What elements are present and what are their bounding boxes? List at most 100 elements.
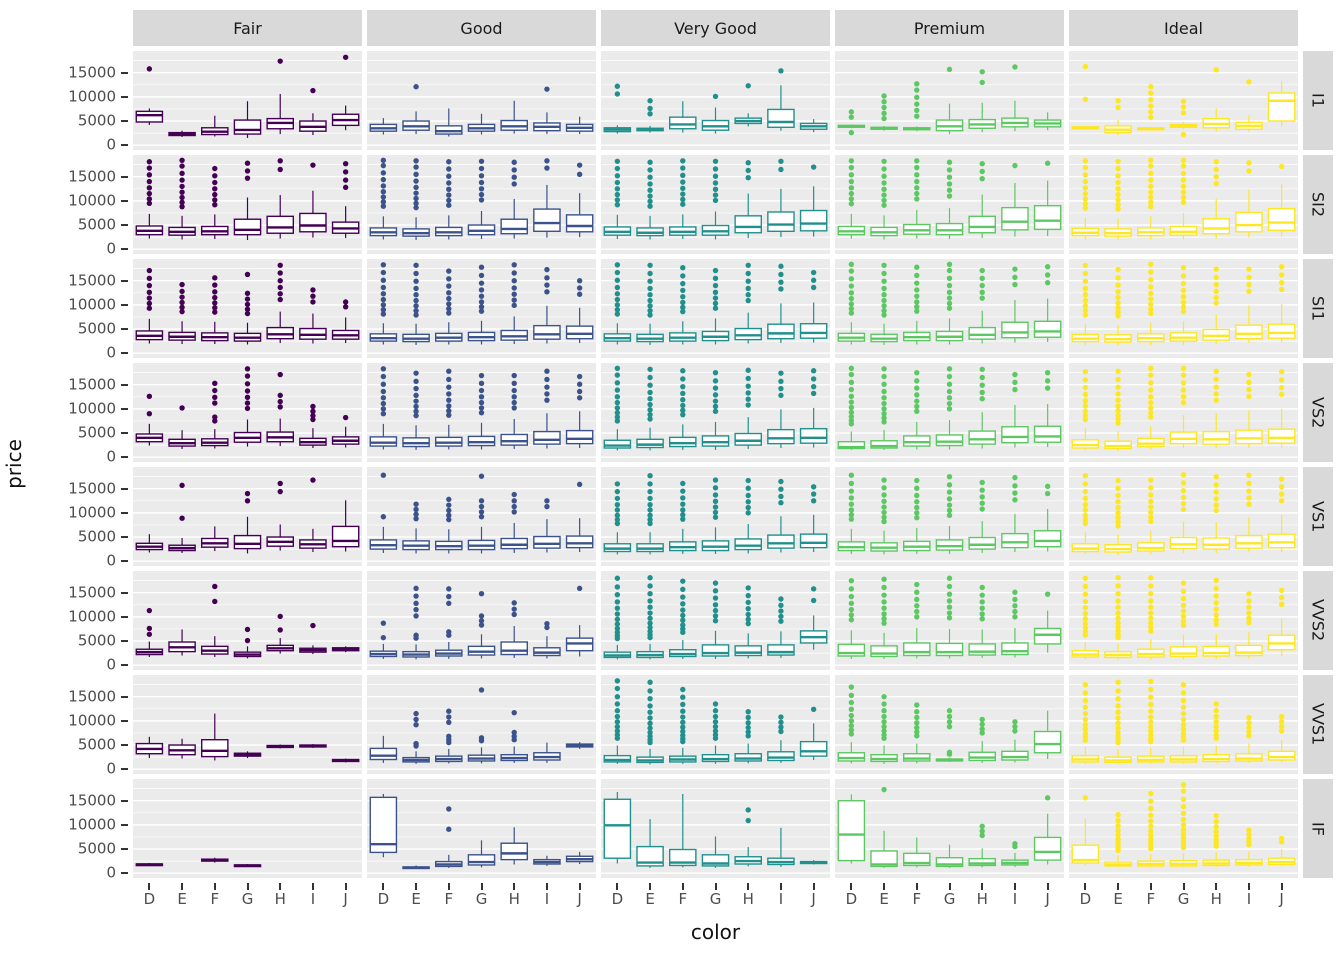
outlier-point (614, 202, 621, 208)
boxplot (799, 269, 828, 343)
boxplot (434, 268, 463, 345)
boxplot (636, 159, 664, 240)
y-tick-label: 15000 (68, 375, 116, 394)
outlier-point (946, 615, 953, 621)
outlier-point (1115, 812, 1121, 818)
outlier-point (712, 93, 719, 100)
y-tick-label: 15000 (68, 583, 116, 602)
boxplot-canvas (835, 259, 1064, 358)
outlier-point (914, 510, 920, 516)
boxplot-panel-VS2-very-good (601, 363, 830, 462)
outlier-point (212, 300, 218, 306)
outlier-point (244, 388, 251, 394)
outlier-point (1115, 485, 1121, 491)
outlier-point (277, 480, 283, 487)
outlier-point (146, 305, 153, 311)
boxplot (968, 716, 996, 763)
outlier-point (446, 507, 452, 514)
boxplot (1267, 587, 1296, 656)
outlier-point (244, 168, 251, 174)
outlier-point (1082, 205, 1089, 211)
outlier-point (1246, 598, 1252, 604)
outlier-point (1246, 495, 1252, 501)
outlier-point (1115, 492, 1121, 499)
outlier-point (848, 501, 855, 507)
outlier-point (342, 177, 349, 183)
outlier-point (1115, 282, 1121, 288)
y-axis-ticks: 0 5000 10000 15000 (44, 571, 128, 672)
outlier-point (1148, 477, 1154, 483)
facet-row-strip-vvs1: VVS1 (1303, 675, 1333, 774)
outlier-point (712, 514, 719, 520)
outlier-point (478, 272, 485, 279)
outlier-point (712, 398, 719, 404)
outlier-point (1278, 286, 1285, 293)
outlier-point (1115, 391, 1121, 397)
outlier-point (1044, 369, 1051, 376)
boxplot (1033, 591, 1062, 653)
boxplot (968, 69, 996, 133)
outlier-point (1148, 261, 1154, 268)
x-tick-label: J (811, 890, 816, 908)
outlier-point (1180, 580, 1187, 586)
y-tick-mark (121, 744, 128, 747)
outlier-point (1246, 615, 1252, 622)
boxplot (734, 160, 762, 239)
outlier-point (1213, 837, 1219, 843)
outlier-point (342, 169, 349, 175)
outlier-point (680, 383, 686, 390)
outlier-point (1246, 827, 1252, 833)
x-tick-mark (545, 883, 548, 890)
outlier-point (544, 391, 550, 397)
outlier-point (544, 503, 550, 510)
outlier-point (1213, 833, 1219, 839)
outlier-point (1148, 509, 1154, 516)
boxplot (799, 586, 828, 650)
boxplot-panel-SI2-ideal (1069, 155, 1298, 254)
outlier-point (478, 509, 485, 515)
outlier-point (1246, 729, 1252, 735)
outlier-point (778, 724, 784, 730)
outlier-point (413, 710, 419, 717)
outlier-point (647, 620, 653, 626)
boxplot (902, 702, 931, 764)
boxplot (1235, 79, 1263, 133)
outlier-point (914, 87, 920, 93)
outlier-point (1148, 414, 1154, 420)
outlier-point (1180, 816, 1187, 823)
outlier-point (848, 268, 855, 274)
boxplot-canvas (601, 675, 830, 774)
outlier-point (511, 733, 517, 740)
outlier-point (680, 728, 686, 735)
boxplot (837, 472, 866, 554)
outlier-point (614, 262, 621, 268)
outlier-point (881, 99, 887, 105)
outlier-point (848, 617, 855, 623)
outlier-point (914, 504, 920, 511)
outlier-point (380, 157, 387, 164)
outlier-point (914, 408, 920, 414)
x-tick-label: I (1246, 890, 1252, 908)
outlier-point (212, 387, 218, 394)
y-tick-mark (121, 352, 128, 355)
boxplot (1001, 64, 1029, 132)
outlier-point (446, 202, 452, 208)
boxplot (565, 116, 594, 135)
outlier-point (881, 395, 887, 401)
boxplot-panel-IF-premium (835, 779, 1064, 878)
outlier-point (778, 613, 784, 620)
outlier-point (380, 269, 387, 276)
outlier-point (946, 489, 953, 495)
boxplot (168, 482, 196, 553)
outlier-point (1180, 487, 1187, 494)
boxplot (837, 794, 866, 864)
outlier-point (380, 388, 387, 395)
outlier-point (946, 174, 953, 180)
x-tick-label: G (943, 890, 956, 908)
outlier-point (848, 488, 855, 494)
boxplot-panel-VS1-fair (133, 467, 362, 566)
outlier-point (946, 723, 953, 730)
outlier-point (413, 722, 419, 728)
boxplot (1169, 98, 1198, 138)
outlier-point (146, 267, 153, 274)
